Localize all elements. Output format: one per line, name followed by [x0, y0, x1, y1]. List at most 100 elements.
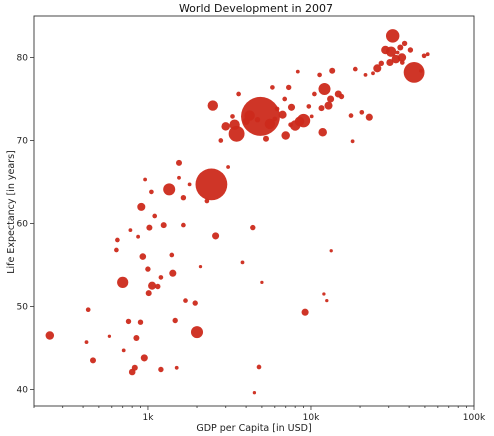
data-point — [107, 334, 112, 338]
y-tick-label: 60 — [17, 219, 29, 229]
data-point — [327, 95, 335, 103]
data-point — [137, 319, 144, 325]
data-point — [183, 298, 188, 303]
data-point — [158, 275, 164, 280]
data-point — [242, 117, 250, 125]
data-point — [329, 67, 336, 74]
data-point — [149, 189, 154, 195]
data-point — [403, 61, 425, 83]
data-point — [325, 298, 329, 303]
data-point — [286, 84, 292, 91]
data-point — [264, 118, 276, 130]
data-point — [294, 116, 305, 127]
data-point — [229, 119, 240, 130]
data-point — [317, 72, 322, 78]
data-point — [226, 165, 231, 169]
data-point — [329, 249, 333, 253]
data-point — [204, 198, 210, 204]
data-point — [145, 266, 151, 272]
data-point — [190, 326, 204, 339]
data-point — [145, 290, 152, 297]
data-point — [318, 127, 327, 137]
data-point — [139, 253, 147, 260]
data-point — [155, 283, 161, 290]
data-point — [221, 122, 230, 131]
data-point — [419, 68, 423, 73]
chart-title: World Development in 2007 — [179, 2, 333, 15]
y-tick-label: 50 — [17, 302, 29, 312]
data-point — [152, 213, 158, 219]
data-point — [350, 139, 355, 144]
data-point — [169, 269, 177, 277]
data-point — [281, 131, 290, 140]
y-axis-label: Life Expectancy [in years] — [6, 150, 17, 274]
data-point — [270, 85, 275, 90]
x-tick-label: 100k — [463, 413, 486, 423]
data-point — [207, 100, 218, 111]
data-point — [174, 365, 179, 370]
data-point — [254, 117, 261, 123]
data-point — [352, 66, 358, 72]
data-point — [322, 292, 326, 296]
data-point — [195, 168, 228, 201]
data-point — [378, 60, 384, 66]
data-point — [421, 53, 427, 59]
data-point — [272, 116, 278, 122]
data-point — [163, 183, 176, 196]
data-point — [401, 40, 408, 47]
y-tick-label: 80 — [17, 53, 29, 63]
data-point — [309, 114, 314, 119]
data-point — [318, 105, 325, 112]
data-point — [121, 348, 126, 353]
data-points — [45, 29, 430, 395]
data-point — [187, 182, 192, 187]
data-point — [425, 52, 430, 57]
data-point — [385, 29, 400, 43]
data-point — [318, 82, 331, 96]
x-axis-label: GDP per Capita [in USD] — [196, 423, 311, 434]
data-point — [160, 222, 167, 229]
x-tick-label: 10k — [303, 413, 320, 423]
data-point — [324, 101, 333, 110]
data-point — [114, 247, 119, 253]
data-point — [115, 237, 120, 243]
data-point — [250, 224, 256, 231]
data-point — [180, 195, 187, 201]
y-tick-label: 70 — [17, 136, 29, 146]
data-point — [263, 135, 269, 142]
data-point — [85, 307, 91, 313]
data-point — [218, 138, 224, 143]
data-point — [260, 280, 264, 285]
data-point — [133, 335, 140, 341]
data-point — [140, 354, 148, 362]
data-point — [301, 308, 309, 316]
data-point — [395, 50, 400, 55]
data-point — [172, 317, 178, 324]
data-point — [230, 114, 235, 119]
data-point — [338, 93, 345, 100]
data-point — [181, 222, 186, 228]
data-point — [148, 281, 157, 290]
plot-area — [33, 15, 475, 407]
data-point — [143, 177, 148, 182]
x-axis-ticks: 1k 10k 100k — [33, 406, 486, 423]
data-point — [282, 96, 288, 102]
data-point — [128, 228, 133, 233]
data-point — [373, 64, 382, 73]
data-point — [256, 364, 262, 370]
data-point — [312, 91, 317, 97]
data-point — [252, 391, 257, 395]
data-point — [381, 45, 390, 55]
data-point — [407, 47, 414, 53]
data-point — [348, 113, 354, 118]
data-point — [287, 103, 296, 111]
data-point — [125, 318, 132, 325]
data-point — [278, 110, 287, 119]
data-point — [177, 175, 181, 180]
data-point — [365, 113, 373, 121]
data-point — [137, 202, 146, 211]
data-point — [236, 91, 241, 97]
data-point — [386, 58, 394, 67]
data-point — [84, 340, 89, 344]
y-axis-ticks: 40 50 60 70 80 — [17, 53, 34, 395]
